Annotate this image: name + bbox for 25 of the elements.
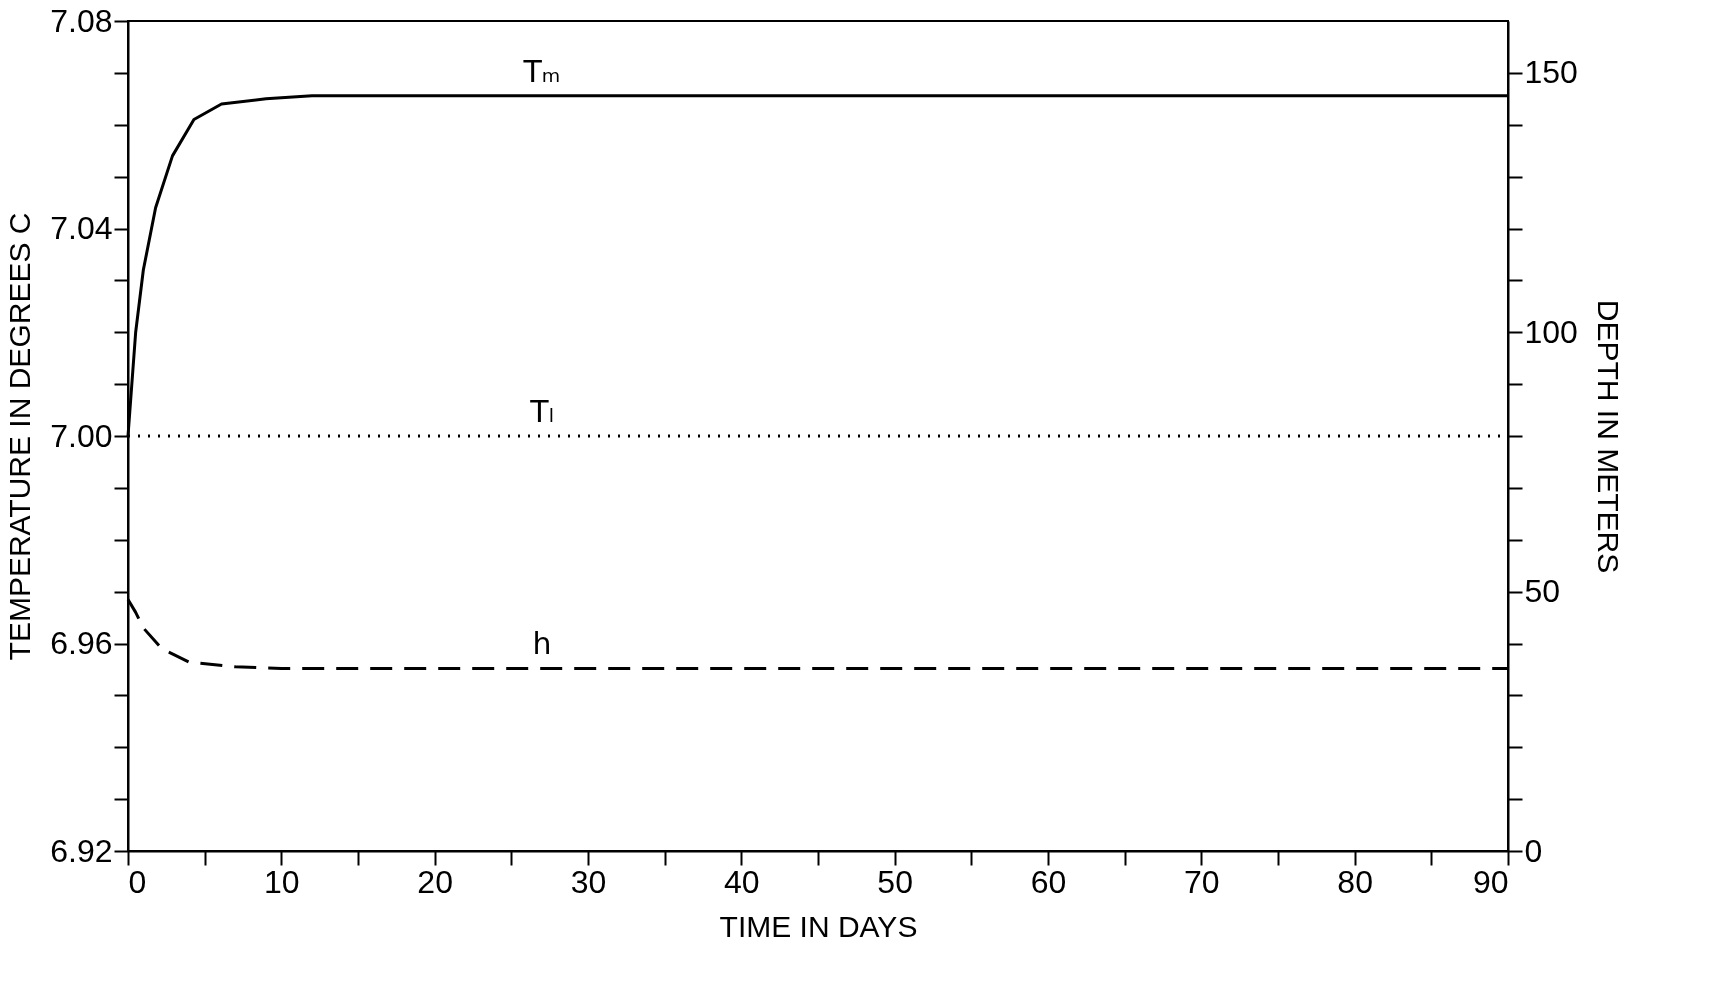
x-tick-label: 0 (128, 863, 147, 900)
y-tick-label: 7.04 (50, 210, 113, 246)
x-tick-label: 30 (570, 863, 607, 900)
y2-axis-title: DEPTH IN METERS (1591, 299, 1625, 574)
x-axis-title: TIME IN DAYS (719, 909, 918, 943)
y-tick-label: 7.00 (50, 417, 113, 454)
y-axis-title: TEMPERATURE IN DEGREES C (3, 212, 37, 661)
y2-tick-label: 150 (1524, 54, 1578, 91)
x-tick-label: 20 (417, 863, 453, 900)
x-tick-label: 70 (1184, 863, 1220, 900)
series-label: Tₘ (522, 53, 561, 89)
x-tick-label: 80 (1337, 863, 1373, 900)
y2-tick-label: 0 (1524, 832, 1543, 869)
x-tick-label: 40 (724, 863, 760, 900)
y-tick-label: 6.92 (50, 832, 113, 869)
y2-tick-label: 50 (1524, 573, 1561, 610)
x-tick-label: 50 (877, 863, 913, 900)
series-label: h (532, 626, 552, 662)
series-label: Tₗ (529, 394, 554, 429)
x-tick-label: 10 (264, 863, 300, 900)
y2-tick-label: 100 (1524, 313, 1578, 350)
x-tick-label: 60 (1030, 863, 1067, 900)
y-tick-label: 7.08 (50, 2, 113, 39)
y-tick-label: 6.96 (50, 625, 113, 661)
x-tick-label: 90 (1472, 863, 1509, 900)
